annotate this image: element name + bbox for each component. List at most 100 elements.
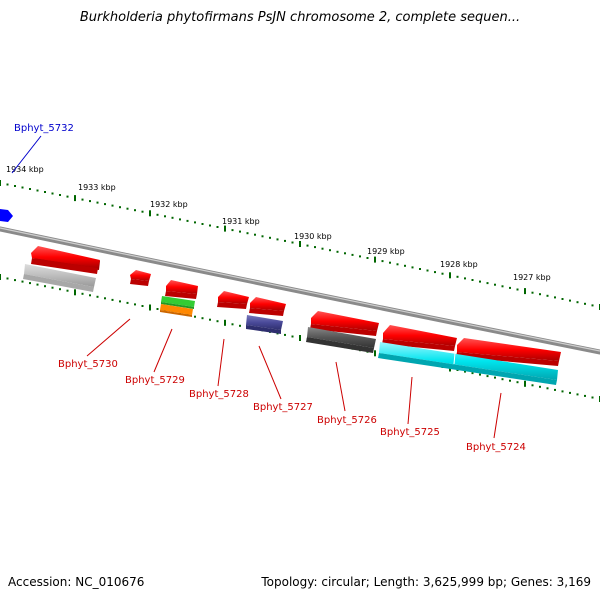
lower-scale-minor-tick (239, 324, 241, 327)
leader-bphyt-5728 (217, 338, 225, 387)
upper-scale-minor-tick (171, 216, 174, 219)
lower-scale-minor-tick (134, 303, 136, 306)
upper-scale-minor-tick (269, 236, 271, 239)
upper-scale-major-tick (374, 256, 376, 263)
gene-bphyt-5727-feature[interactable] (249, 297, 286, 316)
lower-scale-minor-tick (284, 333, 286, 336)
lower-scale-minor-tick (89, 294, 91, 297)
grey-domain-feature[interactable] (23, 264, 96, 292)
lower-scale-major-tick (0, 274, 1, 280)
upper-scale-minor-tick (276, 238, 279, 241)
gene-bphyt-5729-feature[interactable] (165, 280, 198, 299)
lower-scale-major-tick (374, 350, 376, 357)
orange-domain-feature[interactable] (160, 304, 193, 317)
map-title: Burkholderia phytofirmans PsJN chromosom… (79, 10, 521, 25)
gene-label-bphyt-5726[interactable]: Bphyt_5726 (317, 415, 377, 426)
gene-bphyt-5725-feature[interactable] (382, 325, 457, 351)
leader-bphyt-5725 (407, 376, 413, 425)
gene-label-bphyt-5728[interactable]: Bphyt_5728 (189, 389, 249, 400)
gene-label-bphyt-5732[interactable]: Bphyt_5732 (14, 123, 74, 134)
gene-label-bphyt-5724[interactable]: Bphyt_5724 (466, 442, 526, 453)
leader-bphyt-5726 (335, 361, 346, 412)
upper-scale-minor-tick (479, 280, 481, 283)
upper-scale-minor-tick (404, 264, 406, 267)
cyan-domain-feature[interactable] (378, 342, 558, 385)
gene-label-bphyt-5730[interactable]: Bphyt_5730 (58, 359, 118, 370)
upper-scale-minor-tick (66, 195, 69, 198)
upper-scale-major-tick (224, 225, 226, 232)
upper-scale-minor-tick (126, 207, 129, 210)
leader-bphyt-5732 (11, 135, 42, 174)
cds-track (31, 246, 561, 366)
upper-scale-minor-tick (501, 285, 504, 288)
upper-scale-minor-tick (569, 299, 571, 302)
upper-scale-minor-tick (351, 253, 354, 256)
leader-bphyt-5729 (153, 328, 173, 373)
gene-bphyt-5732-feature[interactable] (0, 209, 13, 222)
upper-scale-minor-tick (194, 221, 196, 224)
lower-scale-minor-tick (486, 375, 489, 378)
upper-scale-major-tick (299, 241, 301, 247)
lower-scale-minor-tick (6, 277, 9, 280)
lower-scale-minor-tick (36, 283, 39, 286)
upper-scale-minor-tick (584, 302, 586, 305)
tick-label-1928: 1928 kbp (440, 260, 478, 269)
upper-scale-minor-tick (456, 275, 459, 278)
lower-scale-minor-tick (156, 308, 159, 310)
lower-scale-major-tick (149, 304, 151, 311)
gene-label-bphyt-5727[interactable]: Bphyt_5727 (253, 402, 313, 413)
lower-scale-minor-tick (584, 394, 586, 397)
gene-bphyt-5729-feature-small[interactable] (130, 270, 151, 286)
upper-scale-minor-tick (21, 186, 24, 189)
gene-bphyt-5724-feature[interactable] (456, 338, 561, 366)
lower-scale-major-tick (224, 319, 226, 326)
upper-scale-minor-tick (426, 269, 429, 272)
upper-scale-minor-tick (314, 246, 316, 249)
purple-domain-feature[interactable] (246, 315, 283, 334)
upper-scale-minor-tick (134, 209, 136, 212)
leader-bphyt-5730 (86, 318, 131, 357)
lower-scale-minor-tick (539, 385, 541, 388)
lower-scale-minor-tick (554, 388, 556, 391)
upper-scale-minor-tick (494, 283, 496, 286)
lower-scale-minor-tick (509, 379, 511, 382)
upper-scale-minor-tick (36, 189, 39, 192)
upper-scale-minor-tick (29, 188, 31, 190)
upper-scale-minor-tick (6, 183, 9, 186)
lower-scale-minor-tick (494, 376, 496, 379)
lower-scale-minor-tick (51, 286, 54, 289)
secondary-track (23, 264, 558, 385)
upper-scale-minor-tick (359, 255, 361, 258)
lower-scale-major-tick (524, 380, 526, 387)
lower-scale-minor-tick (561, 390, 564, 393)
lower-scale-minor-tick (516, 381, 519, 384)
upper-scale-minor-tick (516, 288, 519, 291)
upper-scale-minor-tick (209, 224, 211, 227)
upper-scale-minor-tick (239, 230, 241, 233)
gene-bphyt-5726-feature[interactable] (310, 311, 379, 336)
lower-scale-major-tick (299, 335, 301, 341)
lower-scale-minor-tick (44, 285, 46, 288)
gene-label-bphyt-5725[interactable]: Bphyt_5725 (380, 427, 440, 438)
darkgrey-domain-feature[interactable] (306, 327, 376, 353)
upper-scale-minor-tick (119, 206, 121, 209)
upper-scale-minor-tick (201, 223, 204, 225)
lower-scale-minor-tick (501, 378, 504, 381)
upper-scale-minor-tick (411, 266, 414, 269)
upper-scale-minor-tick (509, 286, 511, 289)
upper-scale-minor-tick (366, 257, 369, 259)
tick-label-1933: 1933 kbp (78, 183, 116, 192)
upper-scale-minor-tick (306, 244, 309, 247)
leader-bphyt-5724 (493, 392, 502, 439)
upper-scale-minor-tick (186, 219, 189, 222)
gene-label-bphyt-5729[interactable]: Bphyt_5729 (125, 375, 185, 386)
gene-bphyt-5728-feature[interactable] (217, 291, 249, 309)
green-domain-feature[interactable] (161, 296, 195, 309)
upper-scale-minor-tick (591, 304, 594, 307)
upper-scale-minor-tick (329, 249, 331, 252)
upper-scale-minor-tick (531, 291, 534, 294)
gene-bphyt-5730-feature[interactable] (31, 246, 100, 274)
lower-scale-minor-tick (201, 317, 204, 320)
upper-scale-minor-tick (44, 191, 46, 193)
upper-scale-minor-tick (441, 272, 444, 275)
